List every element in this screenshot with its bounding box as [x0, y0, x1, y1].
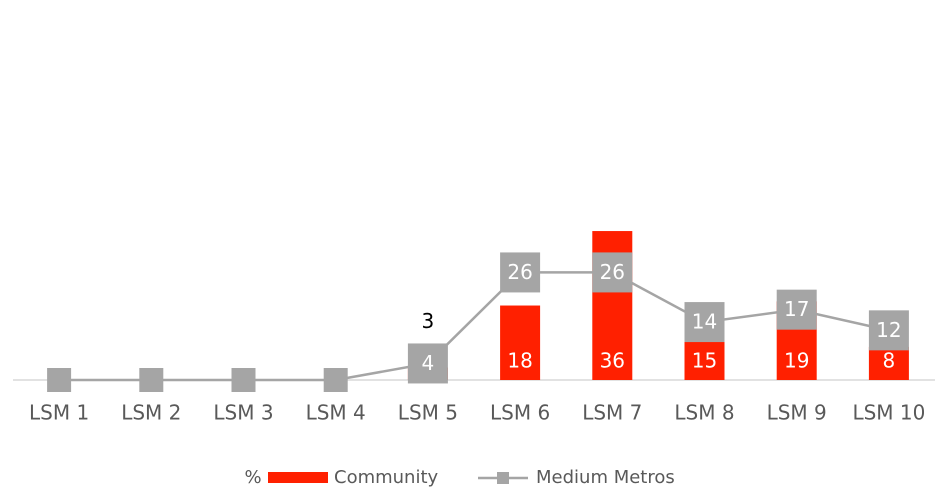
- x-tick-label: LSM 2: [121, 401, 181, 425]
- data-label: 8: [883, 349, 896, 373]
- legend-label: Medium Metros: [536, 467, 675, 488]
- bar: [500, 305, 541, 380]
- legend-label: Community: [334, 467, 439, 488]
- line-marker: [47, 368, 72, 392]
- line-marker: [231, 368, 256, 392]
- x-tick-label: LSM 4: [306, 401, 366, 425]
- legend-swatch: [268, 472, 328, 483]
- data-label: 26: [507, 260, 532, 284]
- data-label: 15: [692, 349, 717, 373]
- x-tick-label: LSM 9: [767, 401, 827, 425]
- x-tick-label: LSM 3: [213, 401, 273, 425]
- line-marker: [323, 368, 348, 392]
- line-marker: [407, 343, 448, 384]
- data-label: 4: [422, 351, 435, 375]
- data-label: 17: [784, 297, 809, 321]
- data-label: 19: [784, 349, 809, 373]
- data-label: 26: [600, 260, 625, 284]
- data-label: 36: [600, 349, 625, 373]
- data-label: 12: [876, 318, 901, 342]
- line-marker: [868, 310, 909, 351]
- x-tick-label: LSM 6: [490, 401, 550, 425]
- line-marker: [139, 368, 164, 392]
- bar: [868, 346, 909, 380]
- legend-title: %: [244, 467, 261, 488]
- x-tick-label: LSM 5: [398, 401, 458, 425]
- line-marker: [592, 252, 633, 293]
- line-marker: [776, 289, 817, 330]
- x-tick-label: LSM 10: [852, 401, 925, 425]
- line-marker: [500, 252, 541, 293]
- line-marker: [684, 302, 725, 343]
- x-tick-label: LSM 8: [674, 401, 734, 425]
- x-tick-label: LSM 7: [582, 401, 642, 425]
- line: [59, 271, 890, 382]
- legend-swatch: [497, 472, 509, 484]
- data-label: 18: [507, 349, 532, 373]
- data-label: 14: [692, 310, 717, 334]
- x-tick-label: LSM 1: [29, 401, 89, 425]
- data-label: 3: [422, 309, 435, 333]
